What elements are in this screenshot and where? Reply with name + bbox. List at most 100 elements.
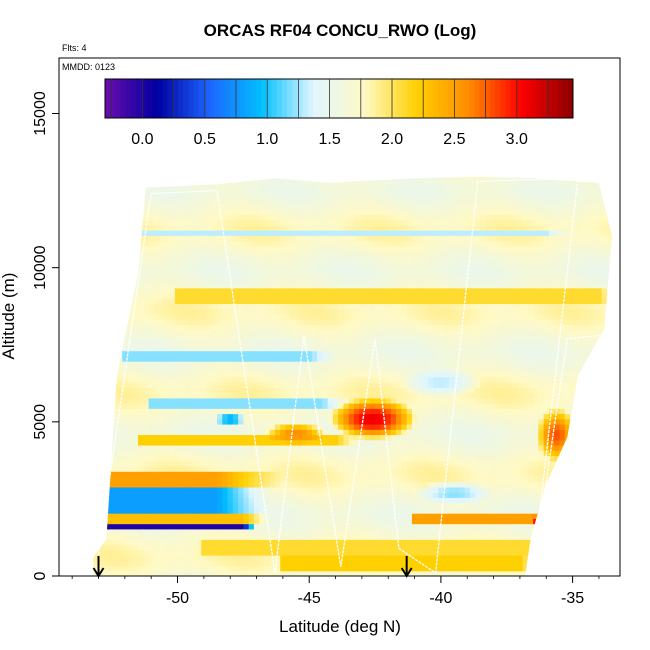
heatmap-cell [332,203,339,210]
heatmap-cell [180,471,187,478]
heatmap-cell [116,486,123,493]
heatmap-cell [296,240,302,247]
heatmap-cell [59,340,65,346]
heatmap-cell [180,387,187,394]
heatmap-cell [59,199,65,205]
heatmap-cell [385,355,392,362]
heatmap-cell [143,392,150,399]
heatmap-cell [296,528,302,535]
heatmap-cell [243,528,250,535]
heatmap-cell [70,214,76,220]
heatmap-cell [122,251,129,257]
heatmap-cell [317,565,323,572]
heatmap-cell [164,565,171,572]
heatmap-cell [80,199,86,205]
heatmap-cell [222,319,229,325]
heatmap-cell [375,345,381,352]
heatmap-cell [359,387,366,394]
heatmap-cell [232,560,239,567]
heatmap-cell [80,393,86,399]
heatmap-cell [59,461,65,467]
heatmap-cell [127,292,134,299]
heatmap-cell [169,334,176,341]
heatmap-cell [343,423,350,430]
heatmap-cell [174,266,181,273]
heatmap-cell [206,382,213,388]
heatmap-cell [369,214,376,221]
heatmap-cell [169,214,176,221]
heatmap-cell [148,555,155,561]
heatmap-cell [390,403,397,409]
heatmap-cell [122,292,129,299]
heatmap-cell [64,351,70,357]
heatmap-cell [206,439,213,446]
heatmap-cell [248,334,255,341]
heatmap-cell [306,429,313,436]
heatmap-cell [185,413,192,420]
heatmap-cell [296,492,302,498]
heatmap-cell [153,188,160,194]
heatmap-cell [301,439,308,446]
heatmap-cell [285,544,292,551]
heatmap-cell [174,176,181,179]
heatmap-cell [317,513,323,519]
heatmap-cell [380,382,387,388]
heatmap-cell [185,287,192,294]
heatmap-cell [217,481,223,488]
heatmap-cell [206,570,213,576]
heatmap-cell [116,492,123,498]
heatmap-cell [290,539,297,546]
heatmap-cell [264,497,271,504]
heatmap-cell [132,198,139,205]
heatmap-cell [106,502,113,509]
heatmap-cell [311,528,318,535]
heatmap-cell [180,560,187,567]
heatmap-cell [106,507,113,514]
heatmap-cell [327,403,334,409]
heatmap-cell [343,413,350,420]
heatmap-cell [280,319,287,325]
heatmap-cell [243,460,250,467]
heatmap-cell [264,361,271,367]
heatmap-cell [195,528,202,535]
heatmap-cell [59,214,65,220]
heatmap-cell [211,266,218,273]
heatmap-cell [85,214,91,220]
heatmap-cell [138,376,144,383]
heatmap-cell [106,182,113,189]
heatmap-cell [138,439,144,446]
heatmap-cell [280,182,287,189]
heatmap-cell [301,528,308,535]
heatmap-cell [80,356,86,362]
heatmap-cell [296,518,302,525]
heatmap-cell [317,245,323,252]
heatmap-cell [353,513,360,519]
heatmap-cell [243,292,250,299]
heatmap-cell [385,523,392,530]
heatmap-cell [127,198,134,205]
heatmap-cell [253,366,260,373]
heatmap-cell [353,324,360,331]
heatmap-cell [375,224,381,231]
heatmap-cell [174,423,181,430]
heatmap-cell [153,224,160,231]
heatmap-cell [211,444,218,451]
heatmap-cell [338,471,345,478]
heatmap-cell [116,418,123,425]
heatmap-cell [80,440,86,446]
heatmap-cell [85,314,91,320]
heatmap-cell [227,292,234,299]
heatmap-cell [248,230,255,236]
heatmap-cell [217,230,223,236]
heatmap-cell [327,224,334,231]
heatmap-cell [228,167,234,173]
heatmap-cell [238,292,244,299]
heatmap-cell [243,251,250,257]
heatmap-cell [264,465,271,472]
heatmap-cell [116,523,123,530]
heatmap-cell [153,429,160,436]
heatmap-cell [132,392,139,399]
heatmap-cell [380,292,387,299]
heatmap-cell [238,418,244,425]
heatmap-cell [353,355,360,362]
